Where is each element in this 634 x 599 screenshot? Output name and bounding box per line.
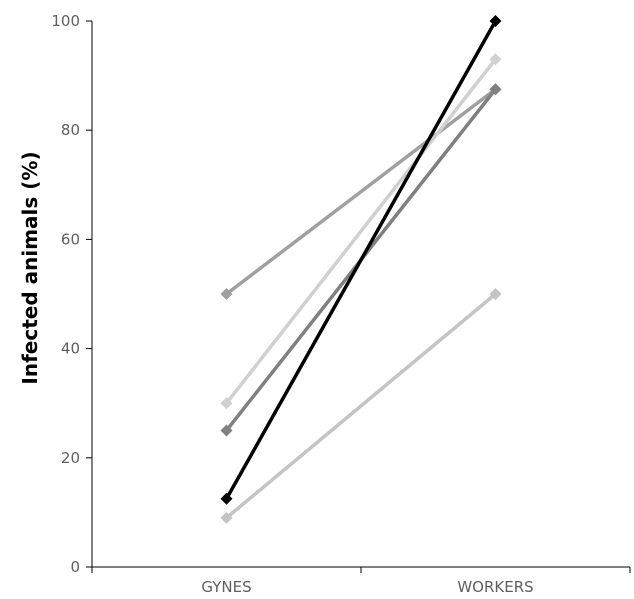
y-tick-label: 20 xyxy=(61,449,80,467)
y-tick-label: 40 xyxy=(61,340,80,358)
series-line xyxy=(225,87,497,296)
data-point xyxy=(220,424,233,437)
data-point xyxy=(489,15,502,27)
x-tick-label: WORKERS xyxy=(457,578,533,596)
axes xyxy=(91,21,630,568)
x-ticks: GYNES WORKERS xyxy=(91,567,631,596)
series-line xyxy=(224,20,498,500)
data-point xyxy=(489,53,502,66)
y-tick-label: 80 xyxy=(61,121,80,139)
y-tick-label: 60 xyxy=(61,230,80,248)
series-2 xyxy=(220,53,502,410)
data-point xyxy=(489,83,502,96)
data-point xyxy=(220,288,233,300)
data-point xyxy=(220,397,233,410)
y-tick-label: 0 xyxy=(70,558,80,576)
y-tick-label: 100 xyxy=(51,12,80,30)
series-line xyxy=(225,292,497,520)
series-4 xyxy=(220,288,502,524)
data-point xyxy=(220,511,233,524)
series-group xyxy=(220,15,502,524)
y-ticks: 0 20 40 60 80 100 xyxy=(51,12,92,576)
data-point xyxy=(220,492,233,505)
y-axis-label: Infected animals (%) xyxy=(18,151,42,384)
series-1 xyxy=(220,83,502,300)
series-line xyxy=(225,58,497,405)
data-point xyxy=(489,288,502,300)
x-tick-label: GYNES xyxy=(201,578,251,596)
series-5 xyxy=(220,15,502,505)
